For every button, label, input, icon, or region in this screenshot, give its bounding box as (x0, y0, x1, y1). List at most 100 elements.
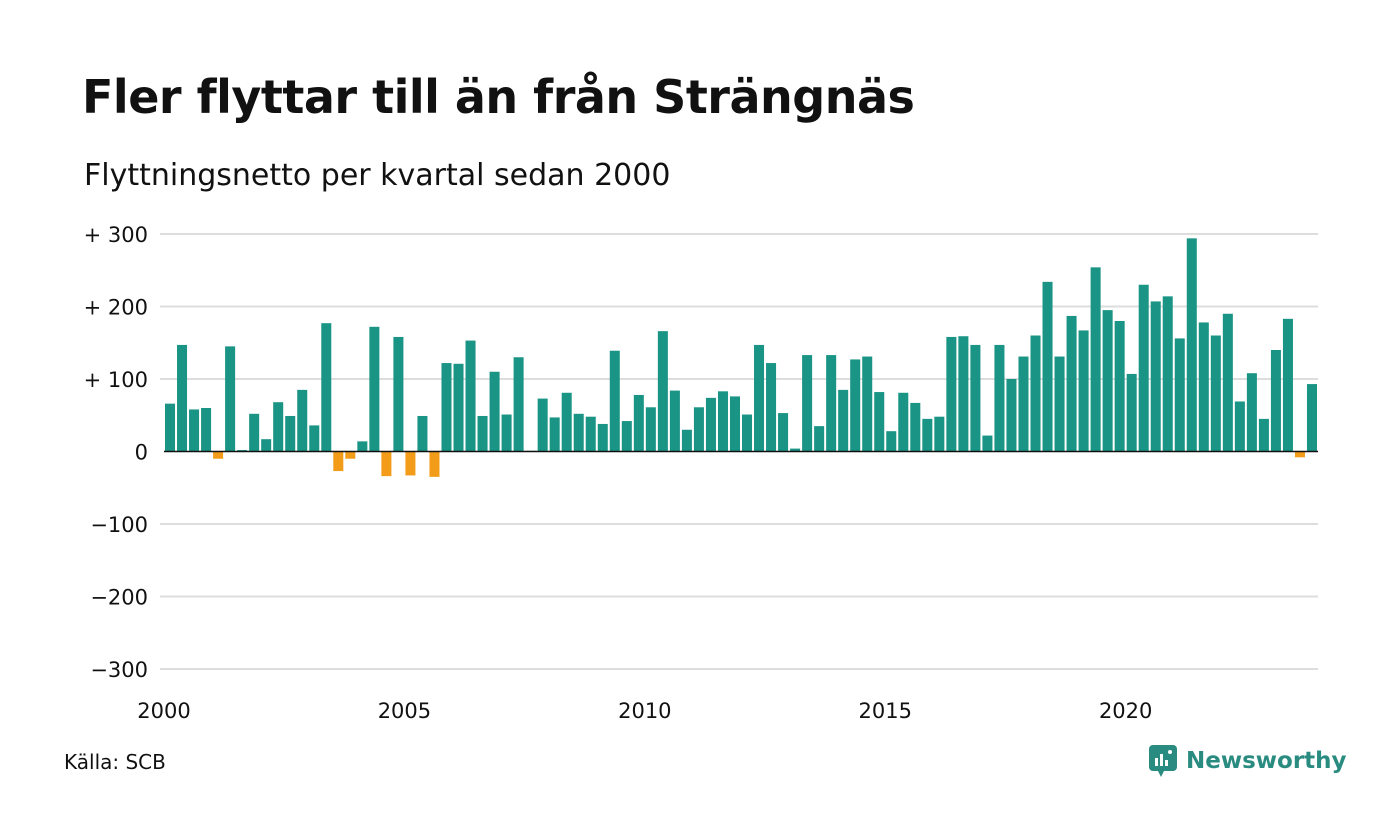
y-tick-label: + 200 (84, 296, 148, 320)
bar (549, 417, 560, 452)
bar (1066, 315, 1077, 452)
bar (922, 418, 933, 452)
bar (814, 426, 825, 452)
bar (429, 451, 440, 477)
bar (898, 392, 909, 452)
bar (982, 435, 993, 452)
bar (705, 397, 716, 452)
bar (321, 323, 332, 452)
bar (994, 344, 1005, 452)
bar (369, 326, 380, 452)
x-tick-label: 2010 (618, 699, 671, 723)
bar (585, 416, 596, 452)
bar (1126, 373, 1137, 452)
bar (297, 389, 308, 452)
bar (1210, 335, 1221, 452)
bar (609, 350, 620, 452)
bar (1006, 379, 1017, 452)
bar (1234, 401, 1245, 452)
bar (729, 396, 740, 452)
bar (1102, 310, 1113, 452)
bar (1054, 356, 1065, 452)
bar (1246, 373, 1257, 452)
brand-name: Newsworthy (1186, 748, 1347, 774)
bar (261, 439, 272, 452)
bar (874, 392, 885, 452)
bar (561, 392, 572, 452)
bar (345, 451, 356, 459)
bar (934, 416, 945, 452)
bar (573, 413, 584, 452)
bar (465, 340, 476, 452)
y-tick-label: −100 (90, 513, 148, 537)
y-tick-label: 0 (135, 441, 148, 465)
source-note: Källa: SCB (64, 750, 166, 774)
bar (333, 451, 344, 472)
bar (1198, 322, 1209, 452)
bar (1162, 296, 1173, 452)
bar (958, 336, 969, 452)
bar (802, 355, 813, 452)
bar (477, 415, 488, 452)
bar (946, 336, 957, 452)
y-tick-label: + 300 (84, 223, 148, 247)
bar (1042, 281, 1053, 452)
bar (1174, 338, 1185, 452)
bar (778, 413, 789, 452)
bar (1270, 350, 1281, 452)
y-tick-label: −200 (90, 586, 148, 610)
bar-chart: + 300 + 200 + 100 0 −100 −200 −300 2000 2005 2010… (84, 223, 1318, 723)
bar (766, 363, 777, 452)
bar (165, 403, 176, 452)
bar (1090, 267, 1101, 452)
bar (417, 415, 428, 452)
newsworthy-logo[interactable]: Newsworthy (1148, 744, 1347, 778)
bar (645, 407, 656, 452)
bar (405, 451, 416, 476)
bar (453, 363, 464, 452)
bar (681, 429, 692, 452)
axis-labels: + 300 + 200 + 100 0 −100 −200 −300 2000 2005 2010… (84, 223, 1318, 723)
bar (693, 407, 704, 452)
bar (597, 423, 608, 452)
bar (657, 331, 668, 452)
bar (201, 408, 212, 452)
bar (225, 346, 236, 452)
bar (285, 415, 296, 452)
bars (165, 238, 1317, 477)
bar (790, 448, 801, 452)
bar (213, 451, 224, 459)
bar (1258, 418, 1269, 452)
bar (1150, 301, 1161, 452)
bar (1078, 330, 1089, 452)
bar (862, 356, 873, 452)
bar (513, 357, 524, 452)
bar (273, 402, 284, 452)
bar (886, 431, 897, 452)
bar (754, 344, 765, 452)
bar (1306, 384, 1317, 452)
y-tick-label: + 100 (84, 368, 148, 392)
chart-subtitle: Flyttningsnetto per kvartal sedan 2000 (84, 158, 671, 193)
bar (1018, 356, 1029, 452)
grid-lines (160, 233, 1318, 670)
newsworthy-logo-icon (1149, 745, 1177, 777)
bar (1186, 238, 1197, 452)
bar (826, 355, 837, 452)
bar (537, 398, 548, 452)
bar (970, 344, 981, 452)
x-tick-label: 2005 (378, 699, 431, 723)
bar (1222, 313, 1233, 452)
bar (441, 363, 452, 452)
bar (381, 451, 392, 477)
bar (1138, 284, 1149, 452)
bar (501, 414, 512, 452)
bar (669, 390, 680, 452)
bar (1030, 335, 1041, 452)
x-tick-label: 2015 (859, 699, 912, 723)
bar (357, 441, 368, 452)
bar (1282, 318, 1293, 452)
x-tick-label: 2000 (137, 699, 190, 723)
bar (249, 413, 260, 452)
x-tick-label: 2020 (1099, 699, 1152, 723)
